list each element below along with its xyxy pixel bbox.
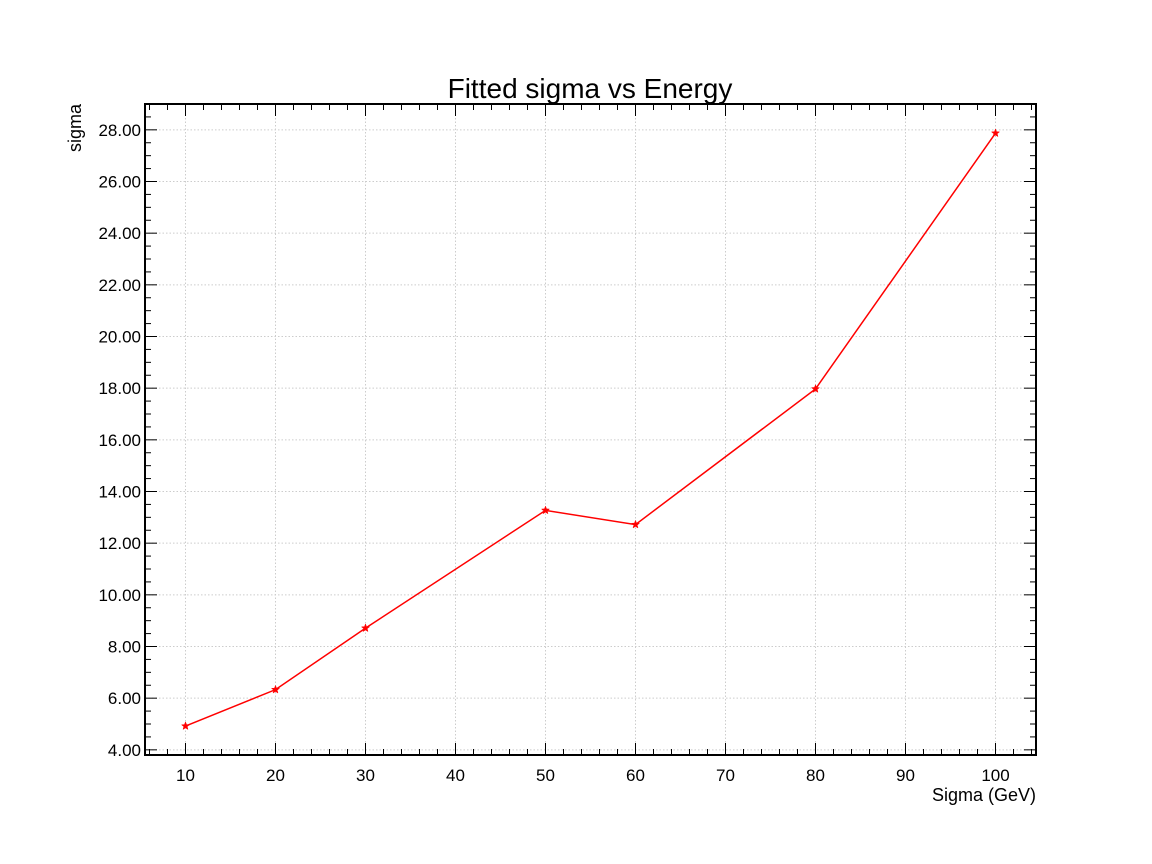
data-point xyxy=(990,128,1001,138)
y-tick-label: 4.00 xyxy=(108,741,141,760)
x-tick-label: 10 xyxy=(176,766,195,785)
plot-frame xyxy=(144,103,1037,756)
x-tick-label: 40 xyxy=(446,766,465,785)
data-point xyxy=(540,505,551,515)
y-tick-label: 8.00 xyxy=(108,638,141,657)
x-tick-label: 60 xyxy=(626,766,645,785)
y-tick-label: 16.00 xyxy=(98,431,141,450)
x-tick-label: 50 xyxy=(536,766,555,785)
data-point xyxy=(180,721,191,731)
y-tick-label: 22.00 xyxy=(98,276,141,295)
data-point xyxy=(270,684,281,694)
x-tick-label: 80 xyxy=(806,766,825,785)
data-point xyxy=(810,384,821,393)
x-axis-title: Sigma (GeV) xyxy=(932,785,1036,805)
y-tick-label: 28.00 xyxy=(98,121,141,140)
x-tick-labels: 10 20 30 40 50 60 70 80 90 100 xyxy=(176,766,1010,785)
y-tick-label: 14.00 xyxy=(98,483,141,502)
major-ticks xyxy=(145,104,1036,755)
x-tick-label: 90 xyxy=(896,766,915,785)
y-tick-label: 10.00 xyxy=(98,586,141,605)
y-tick-labels: 4.00 6.00 8.00 10.00 12.00 14.00 16.00 18.00 20.… xyxy=(98,121,141,760)
x-tick-label: 70 xyxy=(716,766,735,785)
y-axis-title: sigma xyxy=(65,103,85,152)
data-point xyxy=(630,519,641,529)
x-tick-label: 20 xyxy=(266,766,285,785)
chart-title: Fitted sigma vs Energy xyxy=(448,73,733,104)
y-tick-label: 18.00 xyxy=(98,379,141,398)
y-tick-label: 20.00 xyxy=(98,328,141,347)
y-tick-label: 24.00 xyxy=(98,224,141,243)
y-tick-label: 26.00 xyxy=(98,173,141,192)
y-tick-label: 6.00 xyxy=(108,689,141,708)
x-tick-label: 100 xyxy=(981,766,1009,785)
y-tick-label: 12.00 xyxy=(98,534,141,553)
x-tick-label: 30 xyxy=(356,766,375,785)
series xyxy=(180,128,1001,731)
data-point xyxy=(360,623,371,633)
